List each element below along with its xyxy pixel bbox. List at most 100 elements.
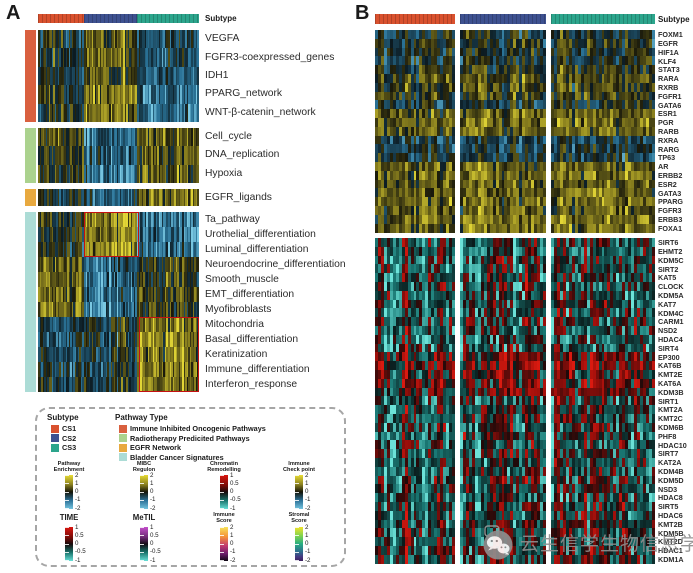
colorbar-tick [295,527,299,528]
row-label-b: SIRT5 [658,502,679,512]
row-label-b: KDM5B [658,528,684,538]
row-label-a: Myofibroblasts [205,303,272,315]
row-label-a: EMT_differentiation [205,288,295,300]
colorbar-tick [295,560,299,561]
colorbar-title: Chromatin Remodelling [207,461,241,474]
colorbar-tick [140,508,144,509]
watermark-text: 云生信学生物信息学 [520,533,693,555]
row-label-b: GATA3 [658,188,682,198]
row-label-a: Keratinization [205,348,268,360]
row-label-b: KAT2A [658,458,682,468]
colorbar-tick [220,483,224,485]
colorbar-tick [295,535,299,537]
colorbar-tick-label: -2 [75,504,81,512]
colorbar-mibc-regulon [140,475,148,509]
heatmap-canvas-chromatin_remodelling-cs1 [375,238,455,564]
legend-item-pathway-type: Bladder Cancer Signatures [119,453,224,462]
panel-a-subtype-header: Subtype [205,14,237,23]
colorbar-tick [140,535,144,537]
colorbar-tick-label: -0.5 [230,496,241,504]
colorbar-stromal-score [295,527,303,561]
colorbar-tick [140,551,144,553]
subtype-bar-cs3 [551,14,655,24]
heatmap-canvas-chromatin_remodelling-cs2 [460,238,546,564]
row-label-a: Urothelial_differentiation [205,228,316,240]
row-label-b: SIRT6 [658,238,679,248]
pathway-type-bar-2 [25,189,36,206]
row-label-b: KDM1A [658,555,684,564]
row-label-b: FOXA1 [658,223,682,233]
row-label-a: PPARG_network [205,88,283,100]
colorbar-tick [65,527,69,528]
row-label-b: KMT2C [658,414,683,424]
colorbar-tick-label: 1 [75,479,79,487]
legend-item-label: CS3 [62,443,77,452]
row-label-b: ESR2 [658,179,677,189]
row-label-b: STAT3 [658,65,680,75]
row-label-b: RARB [658,127,679,136]
row-label-b: KDM5A [658,291,684,300]
colorbar-title: Stromal Score [288,512,310,525]
row-label-a: Smooth_muscle [205,273,279,285]
colorbar-tick-label: 0 [305,488,309,495]
row-label-b: HDAC8 [658,493,683,503]
colorbar-metil [140,527,148,561]
row-label-b: KMT2D [658,537,683,547]
colorbar-tick-label: -1 [75,556,81,564]
heatmap-canvas-a-group0 [38,30,199,122]
colorbar-tick [295,483,299,485]
colorbar-tick-label: -1 [75,496,81,504]
colorbar-tick-label: -2 [150,504,156,512]
row-label-b: FOXM1 [658,30,683,40]
colorbar-tick-label: 1 [150,479,154,487]
colorbar-tick [140,475,144,476]
subtype-bar-cs2 [460,14,546,24]
colorbar-tick-label: -0.5 [150,548,161,556]
row-label-b: KAT6A [658,379,682,388]
row-label-b: NSD2 [658,326,678,336]
colorbar-tick-label: -1 [230,504,236,512]
row-label-b: KDM5D [658,475,684,485]
colorbar-tick-label: 0.5 [150,531,159,539]
row-label-a: Immune_differentiation [205,363,310,375]
colorbar-tick [140,543,144,545]
row-label-a: DNA_replication [205,149,280,161]
colorbar-tick-label: -2 [305,504,311,512]
colorbar-tick-label: -2 [230,556,236,564]
colorbar-tick-label: 0.5 [75,531,84,539]
legend-box: Subtype CS1 CS2 CS3 Pathway Type Immune Inhib… [35,407,346,567]
subtype-bar-segment-cs1 [38,14,84,23]
legend-swatch [119,424,127,433]
colorbar-tick [295,508,299,509]
watermark: 云生信学生物信息学 [478,524,693,560]
colorbar-tick [295,543,299,545]
panel-a-subtype-bar [38,14,199,23]
row-label-b: TP63 [658,153,676,163]
row-label-b: KDM5C [658,255,684,265]
colorbar-tick-label: 1 [230,531,234,539]
colorbar-title: Pathway Enrichment [53,461,85,474]
colorbar-time [65,527,73,561]
row-label-b: KDM3B [658,387,684,397]
row-label-b: SIRT4 [658,343,679,353]
row-label-b: NSD3 [658,484,678,494]
colorbar-tick [140,527,144,528]
colorbar-tick [295,491,299,493]
row-label-b: ERBB3 [658,215,683,224]
colorbar-tick [65,551,69,553]
legend-item-label: CS1 [62,424,77,433]
colorbar-tick [140,499,144,501]
colorbar-tick [220,551,224,553]
row-label-b: AR [658,162,669,172]
row-label-b: RARA [658,74,679,84]
legend-swatch [119,443,127,452]
row-label-a: IDH1 [205,70,229,81]
colorbar-title: TIME [59,513,79,522]
colorbar-tick-label: 0.5 [230,479,239,487]
panel-b-subtype-header: Subtype [658,15,690,24]
colorbar-tick [220,475,224,476]
legend-title-pathway-type: Pathway Type [115,413,168,422]
colorbar-tick-label: 0 [305,540,309,547]
colorbar-tick [295,475,299,476]
colorbar-chromatin-remodelling [220,475,228,509]
